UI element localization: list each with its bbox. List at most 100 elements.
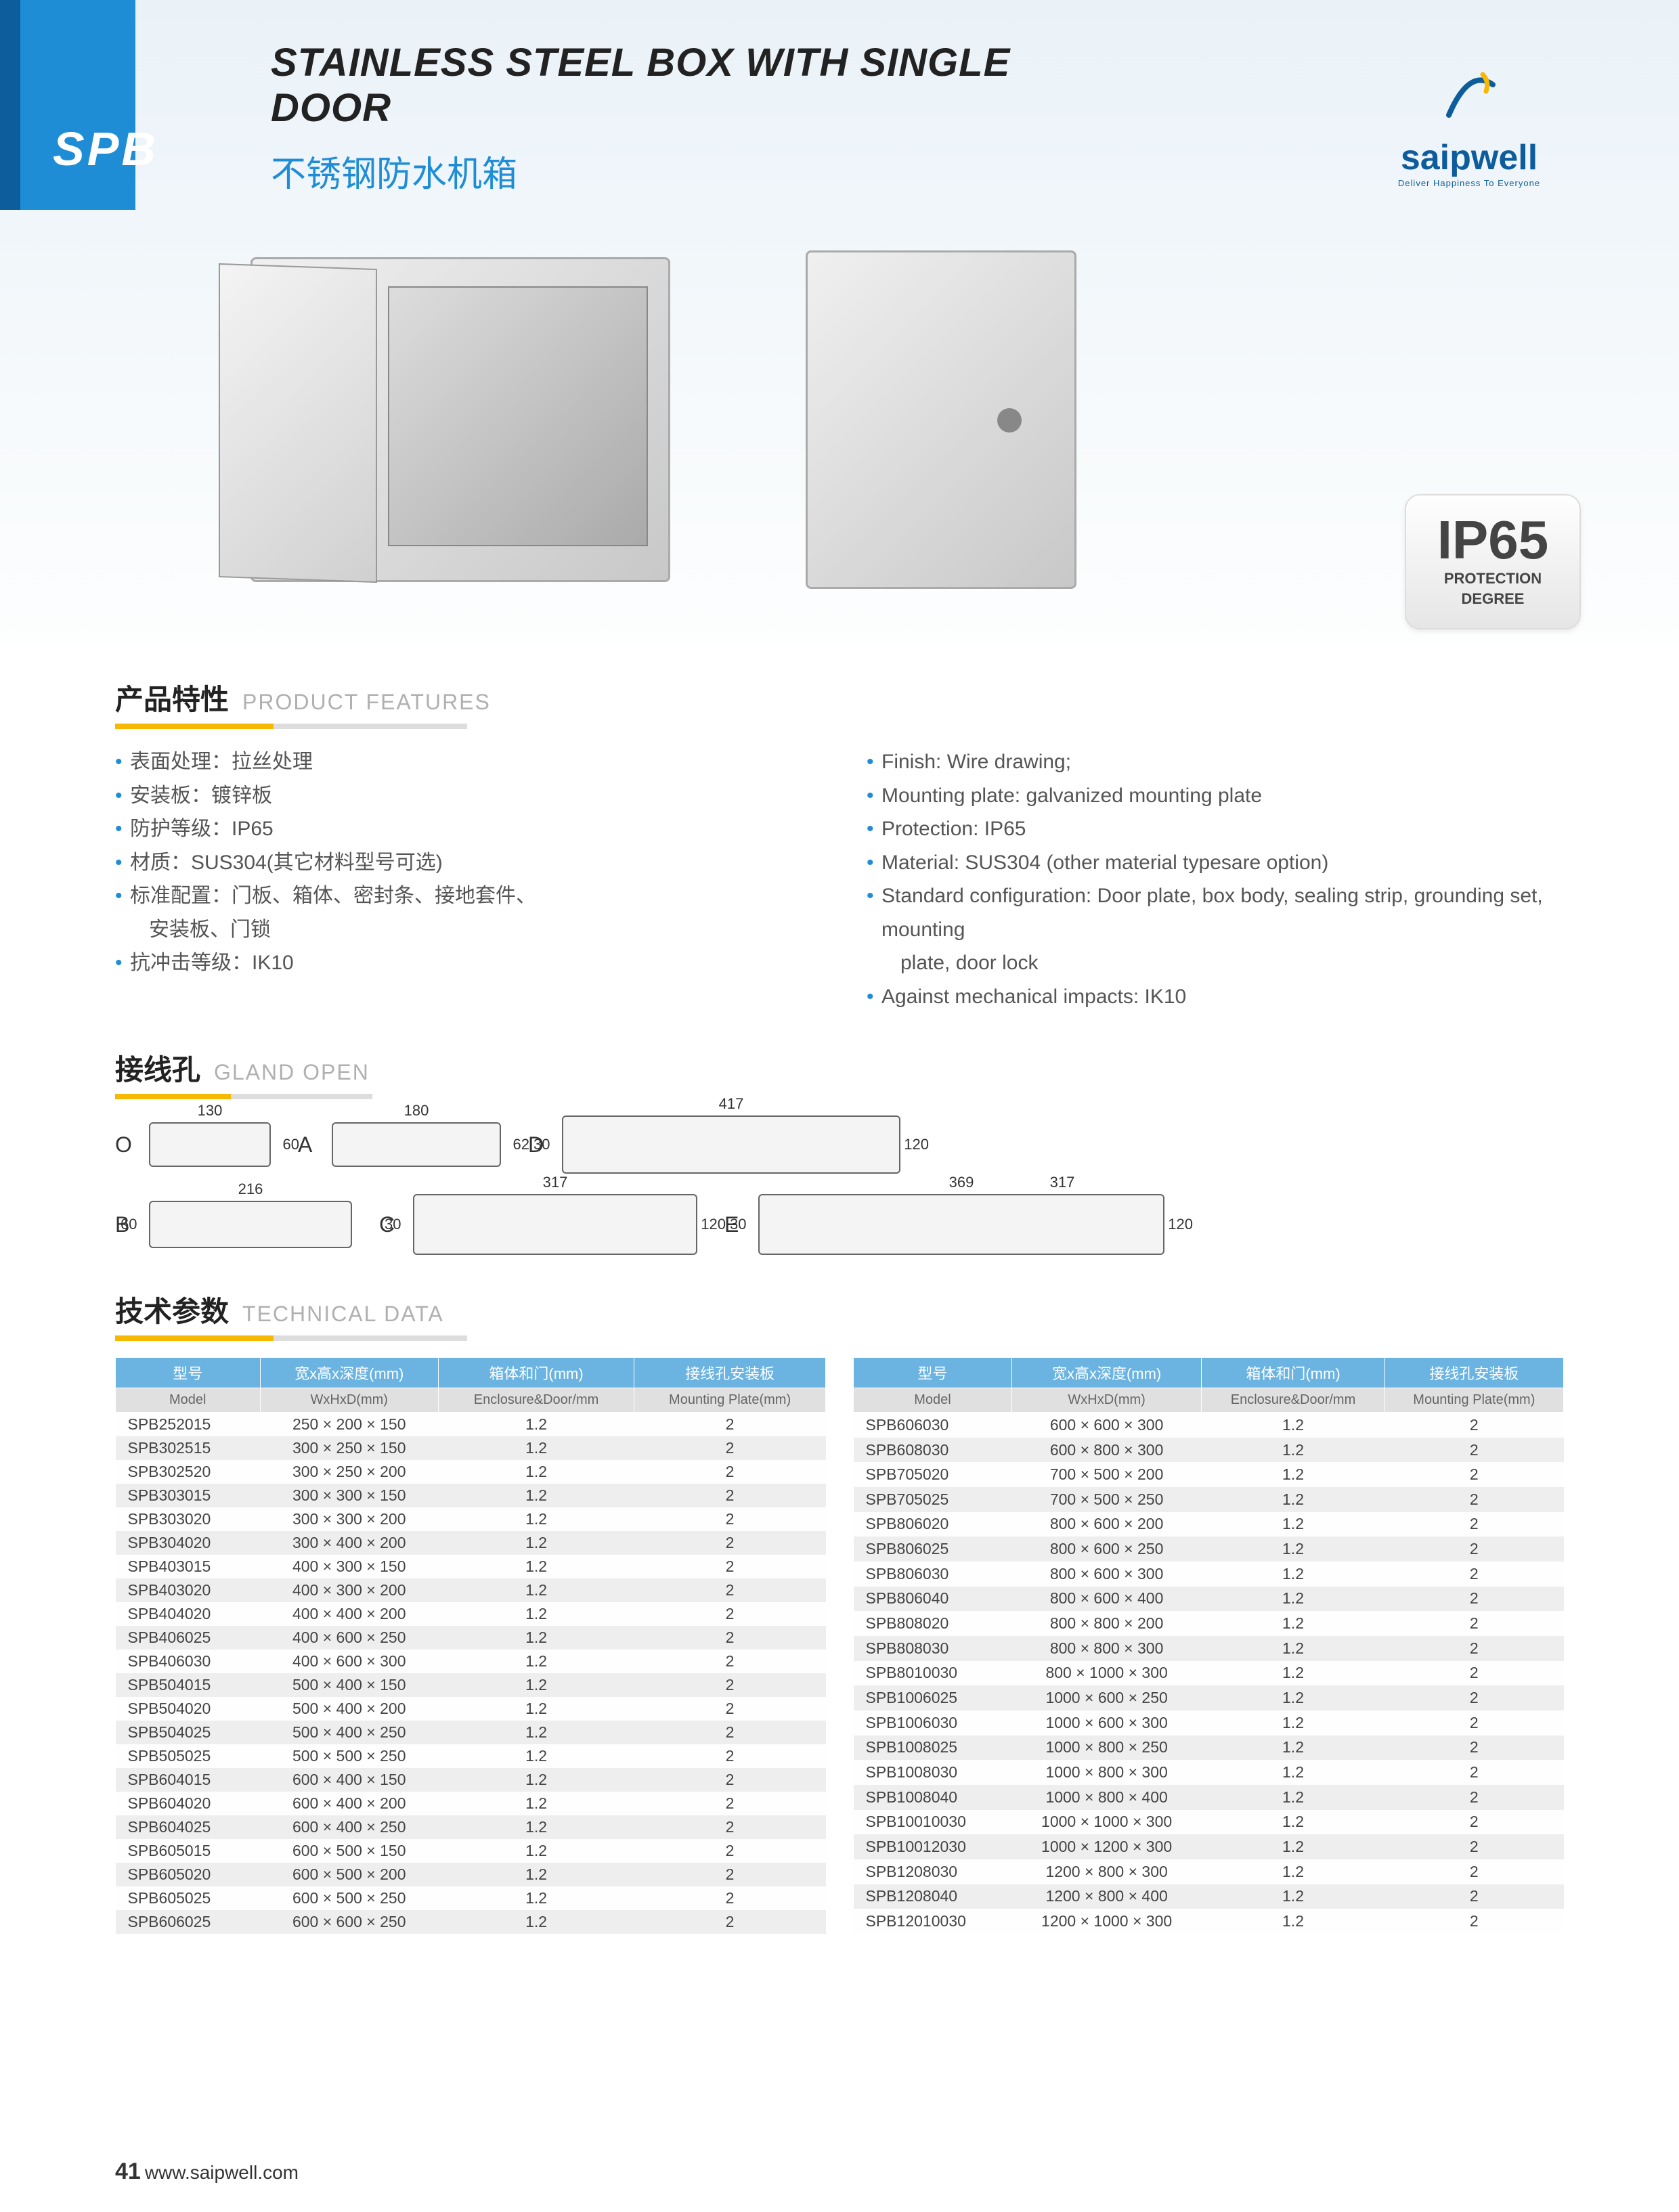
table-row: SPB302515300 × 250 × 1501.22 — [116, 1436, 826, 1460]
table-row: SPB808030800 × 800 × 3001.22 — [854, 1636, 1564, 1661]
col-header-cn: 宽x高x深度(mm) — [1011, 1358, 1202, 1388]
gland-diagrams: O13060A18062D41712030B21660C31712030E369… — [115, 1115, 1564, 1255]
table-row: SPB304020300 × 400 × 2001.22 — [116, 1531, 826, 1555]
table-cell: SPB604020 — [116, 1792, 261, 1815]
table-cell: 500 × 400 × 150 — [260, 1673, 438, 1697]
table-cell: 600 × 500 × 200 — [260, 1863, 438, 1886]
table-row: SPB100100301000 × 1000 × 3001.22 — [854, 1810, 1564, 1835]
table-cell: 1.2 — [438, 1507, 634, 1531]
table-cell: SPB1208040 — [854, 1884, 1012, 1909]
table-cell: 1.2 — [438, 1555, 634, 1578]
table-row: SPB10080401000 × 800 × 4001.22 — [854, 1785, 1564, 1810]
table-cell: 1.2 — [1202, 1587, 1384, 1612]
table-row: SPB404020400 × 400 × 2001.22 — [116, 1602, 826, 1626]
feature-item: 表面处理：拉丝处理 — [115, 745, 812, 779]
feature-item: Material: SUS304 (other material typesar… — [867, 846, 1564, 880]
table-cell: 2 — [1384, 1810, 1563, 1835]
table-cell: 1.2 — [1202, 1785, 1384, 1810]
table-cell: 2 — [634, 1650, 826, 1673]
table-cell: 2 — [634, 1484, 826, 1507]
table-cell: 2 — [1384, 1536, 1563, 1562]
table-cell: 2 — [634, 1697, 826, 1721]
table-cell: 1200 × 800 × 400 — [1011, 1884, 1202, 1909]
table-cell: 1.2 — [1202, 1859, 1384, 1884]
table-cell: 2 — [1384, 1512, 1563, 1537]
table-cell: 1.2 — [438, 1673, 634, 1697]
ip-label-1: PROTECTION — [1406, 570, 1579, 588]
table-row: SPB303020300 × 300 × 2001.22 — [116, 1507, 826, 1531]
ip-badge: IP65 PROTECTION DEGREE — [1405, 494, 1581, 629]
ip-rating: IP65 — [1406, 513, 1579, 567]
table-cell: 1.2 — [1202, 1413, 1384, 1438]
table-cell: 1.2 — [1202, 1462, 1384, 1487]
table-cell: 600 × 400 × 200 — [260, 1792, 438, 1815]
table-cell: 800 × 1000 × 300 — [1011, 1661, 1202, 1686]
table-cell: 1.2 — [1202, 1909, 1384, 1934]
table-row: SPB705025700 × 500 × 2501.22 — [854, 1487, 1564, 1512]
table-cell: 250 × 200 × 150 — [260, 1413, 438, 1437]
table-cell: 1000 × 1000 × 300 — [1011, 1810, 1202, 1835]
table-cell: 2 — [634, 1768, 826, 1792]
table-row: SPB605015600 × 500 × 1501.22 — [116, 1839, 826, 1863]
feature-item: Finish: Wire drawing; — [867, 745, 1564, 779]
table-cell: 1.2 — [438, 1650, 634, 1673]
table-cell: 500 × 400 × 250 — [260, 1721, 438, 1744]
table-cell: 600 × 400 × 150 — [260, 1768, 438, 1792]
table-cell: 2 — [634, 1792, 826, 1815]
table-cell: 300 × 300 × 200 — [260, 1507, 438, 1531]
table-cell: 1.2 — [1202, 1834, 1384, 1859]
table-row: SPB504025500 × 400 × 2501.22 — [116, 1721, 826, 1744]
table-row: SPB10060301000 × 600 × 3001.22 — [854, 1710, 1564, 1735]
col-header-en: Enclosure&Door/mm — [1202, 1388, 1384, 1413]
table-cell: SPB1208030 — [854, 1859, 1012, 1884]
table-cell: SPB505025 — [116, 1744, 261, 1768]
gland-shape: 31712030 — [413, 1194, 697, 1255]
gland-shape: 13060 — [149, 1122, 271, 1167]
table-row: SPB604025600 × 400 × 2501.22 — [116, 1815, 826, 1839]
col-header-cn: 接线孔安装板 — [1384, 1358, 1563, 1388]
table-cell: SPB606030 — [854, 1413, 1012, 1438]
table-cell: SPB252015 — [116, 1413, 261, 1437]
heading-underline — [115, 1094, 372, 1099]
table-cell: 2 — [1384, 1438, 1563, 1463]
table-cell: 300 × 250 × 200 — [260, 1460, 438, 1484]
table-row: SPB605020600 × 500 × 2001.22 — [116, 1863, 826, 1886]
table-cell: 2 — [634, 1815, 826, 1839]
table-cell: SPB302520 — [116, 1460, 261, 1484]
col-header-en: Model — [854, 1388, 1012, 1413]
table-cell: 800 × 600 × 400 — [1011, 1587, 1202, 1612]
table-cell: 2 — [1384, 1587, 1563, 1612]
table-cell: SPB303015 — [116, 1484, 261, 1507]
table-cell: SPB8010030 — [854, 1661, 1012, 1686]
table-cell: SPB403015 — [116, 1555, 261, 1578]
table-cell: 1000 × 1200 × 300 — [1011, 1834, 1202, 1859]
gland-diagram: C31712030 — [379, 1194, 697, 1255]
table-cell: 1.2 — [438, 1744, 634, 1768]
gland-heading: 接线孔 GLAND OPEN — [115, 1047, 1564, 1088]
table-row: SPB120100301200 × 1000 × 3001.22 — [854, 1909, 1564, 1934]
table-cell: SPB605020 — [116, 1863, 261, 1886]
table-cell: 2 — [1384, 1760, 1563, 1785]
table-cell: 1.2 — [438, 1815, 634, 1839]
table-row: SPB406025400 × 600 × 2501.22 — [116, 1626, 826, 1650]
table-row: SPB606030600 × 600 × 3001.22 — [854, 1413, 1564, 1438]
gland-label: A — [298, 1132, 321, 1157]
gland-shape: 18062 — [332, 1122, 501, 1167]
table-cell: 2 — [1384, 1710, 1563, 1735]
series-code: SPB — [53, 122, 158, 176]
table-cell: SPB302515 — [116, 1436, 261, 1460]
feature-item: 标准配置：门板、箱体、密封条、接地套件、 — [115, 879, 812, 913]
table-cell: 2 — [1384, 1909, 1563, 1934]
table-row: SPB406030400 × 600 × 3001.22 — [116, 1650, 826, 1673]
table-cell: 1.2 — [1202, 1512, 1384, 1537]
table-cell: 1000 × 600 × 300 — [1011, 1710, 1202, 1735]
col-header-en: Enclosure&Door/mm — [438, 1388, 634, 1413]
table-cell: 1000 × 800 × 300 — [1011, 1760, 1202, 1785]
table-cell: 300 × 400 × 200 — [260, 1531, 438, 1555]
table-cell: 1.2 — [438, 1460, 634, 1484]
table-cell: SPB1006025 — [854, 1685, 1012, 1710]
table-row: SPB403015400 × 300 × 1501.22 — [116, 1555, 826, 1578]
gland-diagram: B21660 — [115, 1201, 352, 1248]
table-cell: SPB1008040 — [854, 1785, 1012, 1810]
col-header-en: WxHxD(mm) — [1011, 1388, 1202, 1413]
